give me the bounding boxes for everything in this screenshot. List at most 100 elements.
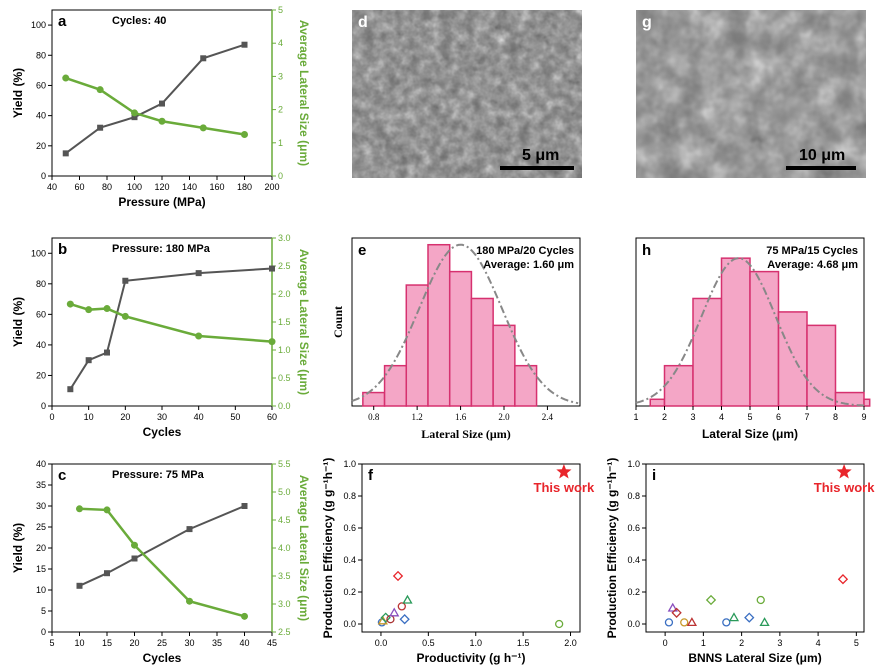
y2-tick-label-a: 3: [278, 71, 283, 81]
y2-tick-label-c: 4.5: [278, 515, 291, 525]
histogram-bar-h: [777, 311, 808, 407]
size-line-b: [69, 302, 273, 343]
yield-point-c: [241, 503, 248, 509]
y2-tick-label-a: 1: [278, 138, 283, 148]
data-point-i: [667, 602, 678, 612]
sem-image-d: d 5 μm: [352, 10, 582, 178]
y-tick-label-f: 0.0: [343, 619, 356, 629]
x-tick-label-i: 3: [777, 638, 782, 648]
size-point-a: [131, 109, 138, 117]
y2-tick-label-b: 3.0: [278, 233, 291, 243]
data-point-i: [759, 617, 770, 627]
x-tick-label-h: 2: [662, 412, 667, 422]
size-point-b: [121, 312, 129, 320]
size-point-a: [241, 131, 248, 138]
yield-point-b: [195, 270, 202, 277]
data-point-i: [680, 618, 689, 627]
gaussian-fit-e: [351, 243, 579, 405]
y-tick-label-c: 15: [36, 564, 46, 574]
y-tick-label-b: 20: [36, 370, 46, 380]
y-tick-label-a: 20: [36, 141, 46, 151]
data-point-i: [756, 595, 765, 605]
panel-label-f: f: [368, 467, 374, 484]
y-axis-label-e: Count: [331, 306, 345, 338]
y-tick-label-c: 0: [41, 627, 46, 637]
x-tick-label-i: 5: [854, 638, 859, 648]
this-work-label-i: This work: [814, 480, 875, 495]
y-tick-label-i: 0.0: [627, 619, 640, 629]
yield-point-c: [76, 582, 83, 589]
x-axis-label-i: BNNS Lateral Size (μm): [688, 651, 821, 665]
x-tick-label-c: 40: [239, 638, 249, 648]
size-point-a: [158, 117, 166, 125]
x-tick-label-c: 25: [157, 638, 167, 648]
histogram-bar-e: [427, 243, 451, 407]
data-point-i: [705, 594, 717, 606]
y2-tick-label-b: 2.5: [278, 261, 291, 271]
yield-line-b: [69, 267, 273, 390]
plot-frame-b: [51, 237, 273, 407]
x-tick-label-b: 40: [194, 412, 204, 422]
x-axis-label-e: Lateral Size (μm): [421, 427, 510, 441]
x-tick-label-f: 2.0: [564, 638, 577, 648]
y2-tick-label-a: 0: [278, 171, 283, 181]
x-axis-label-b: Cycles: [143, 425, 182, 439]
yield-point-c: [131, 555, 138, 562]
yield-point-b: [104, 349, 110, 356]
y-tick-label-c: 20: [36, 543, 46, 553]
histogram-bar-h: [692, 297, 723, 407]
x-tick-label-a: 120: [154, 182, 169, 192]
plot-frame-c: [51, 463, 273, 633]
y2-tick-label-c: 4.0: [278, 543, 291, 553]
x-tick-label-e: 2.4: [542, 412, 554, 422]
y-tick-label-i: 1.0: [627, 459, 640, 469]
data-point-i: [837, 574, 849, 585]
y-tick-label-c: 5: [41, 606, 46, 616]
size-point-c: [186, 597, 193, 605]
x-tick-label-c: 45: [267, 638, 277, 648]
gaussian-fit-h: [635, 257, 865, 407]
yield-point-b: [67, 386, 74, 393]
x-tick-label-c: 10: [74, 638, 84, 648]
x-tick-label-i: 1: [701, 638, 706, 648]
panel-label-i: i: [652, 467, 656, 484]
panel-label-b: b: [58, 241, 67, 258]
annotation-line2-h: Average: 4.68 μm: [767, 259, 858, 271]
x-axis-label-a: Pressure (MPa): [118, 195, 205, 209]
x-tick-label-h: 3: [690, 412, 695, 422]
data-point-i: [664, 618, 674, 627]
annotation-line1-e: 180 MPa/20 Cycles: [476, 245, 574, 257]
x-tick-label-i: 4: [816, 638, 821, 648]
size-point-c: [76, 505, 83, 513]
histogram-bar-e: [492, 324, 516, 407]
histogram-bar-h: [649, 398, 666, 407]
y-tick-label-i: 0.6: [627, 523, 640, 533]
histogram-bar-h: [806, 324, 837, 407]
y2-tick-label-b: 0.0: [278, 401, 291, 411]
y2-tick-label-a: 5: [278, 5, 283, 15]
y2-tick-label-a: 2: [278, 105, 283, 115]
x-tick-label-a: 180: [237, 182, 252, 192]
y2-axis-label-c: Average Lateral Size (μm): [297, 475, 311, 621]
y2-tick-label-c: 5.5: [278, 459, 291, 469]
yield-point-a: [241, 41, 248, 48]
y2-axis-label-b: Average Lateral Size (μm): [297, 249, 311, 395]
x-tick-label-h: 7: [804, 412, 809, 422]
y2-axis-label-a: Average Lateral Size (μm): [297, 20, 311, 166]
annotation-line2-e: Average: 1.60 μm: [483, 259, 574, 271]
x-tick-label-e: 1.2: [412, 412, 423, 422]
x-tick-label-a: 200: [264, 182, 279, 192]
histogram-bar-e: [362, 391, 386, 407]
yield-point-b: [269, 265, 275, 272]
data-point-i: [671, 607, 682, 618]
x-tick-label-h: 1: [633, 412, 638, 422]
size-point-c: [103, 506, 111, 514]
y-axis-label-i: Production Efficiency (g g⁻¹h⁻¹): [605, 458, 619, 639]
x-tick-label-h: 6: [776, 412, 781, 422]
y-tick-label-a: 0: [41, 171, 46, 181]
x-tick-label-h: 5: [747, 412, 752, 422]
data-point-f: [389, 607, 400, 617]
y-tick-label-c: 25: [36, 522, 46, 532]
scalebar-d-text: 5 μm: [522, 147, 560, 164]
annotation-a: Cycles: 40: [112, 15, 166, 27]
